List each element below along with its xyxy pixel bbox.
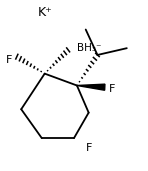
Text: K⁺: K⁺: [37, 6, 52, 19]
Text: BH₃⁻: BH₃⁻: [77, 43, 101, 53]
Text: F: F: [6, 55, 13, 65]
Text: F: F: [109, 84, 116, 94]
Text: F: F: [86, 143, 92, 153]
Polygon shape: [77, 84, 105, 90]
